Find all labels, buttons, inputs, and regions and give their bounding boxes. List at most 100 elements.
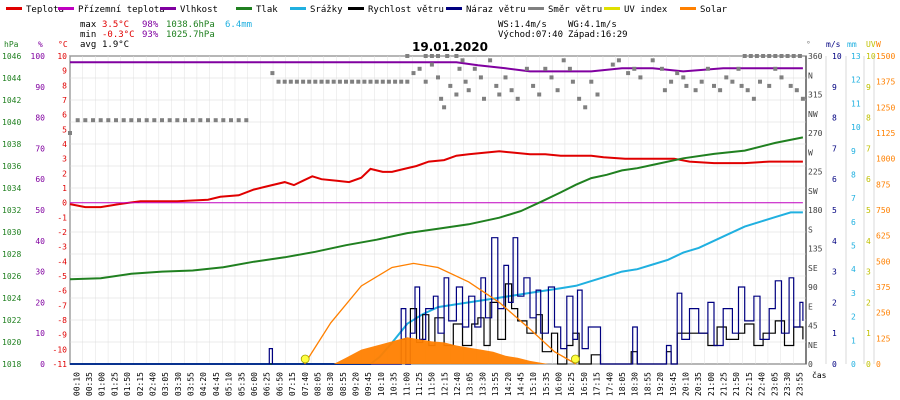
unit-deg: ° (806, 40, 811, 49)
x-tick-label: 17:40 (605, 372, 614, 396)
wind-direction-point (705, 66, 710, 71)
sunrise-marker (300, 354, 310, 364)
wind-direction-point (659, 66, 664, 71)
wind-direction-point (288, 79, 293, 84)
axis-tick-label: 180 (808, 206, 823, 215)
unit-hpa: hPa (4, 40, 19, 49)
wind-direction-point (301, 79, 306, 84)
axis-tick-label: 625 (876, 232, 891, 241)
wind-direction-point (313, 79, 318, 84)
axis-tick-label: 40 (35, 237, 45, 246)
wind-direction-point (736, 66, 741, 71)
series-teplota (69, 150, 803, 209)
wind-direction-point (374, 79, 379, 84)
axis-tick-label: 1020 (2, 338, 21, 347)
x-tick-label: 18:05 (618, 372, 627, 396)
axis-tick-label: 6 (832, 175, 837, 184)
wind-direction-point (515, 96, 520, 101)
x-tick-label: 02:15 (136, 372, 145, 396)
wind-direction-point (724, 75, 729, 80)
x-tick-label: 19:20 (656, 372, 665, 396)
legend-swatch (160, 7, 176, 10)
axis-tick-label: 3 (832, 268, 837, 277)
wind-direction-point (294, 79, 299, 84)
axis-tick-label: 4 (851, 265, 856, 274)
wind-direction-point (344, 79, 348, 84)
axis-tick-label: 10 (57, 52, 67, 61)
wind-direction-point (356, 79, 361, 84)
x-tick-label: 01:00 (98, 372, 107, 396)
x-tick-label: 17:15 (593, 372, 602, 396)
wind-direction-point (244, 118, 249, 123)
axis-tick-label: 2 (851, 313, 856, 322)
wind-direction-point (417, 66, 422, 71)
axes: 1046104410421040103810361034103210301028… (2, 52, 895, 369)
wind-direction-point (175, 118, 180, 123)
wind-direction-point (712, 83, 716, 88)
x-tick-label: 21:00 (707, 372, 716, 396)
stats-max-temp: 3.5°C (102, 20, 129, 30)
axis-tick-label: 750 (876, 206, 891, 215)
axis-tick-label: 11 (851, 99, 861, 108)
x-tick-label: 03:05 (161, 372, 170, 396)
axis-tick-label: 1250 (876, 103, 895, 112)
axis-tick-label: 5 (866, 206, 871, 215)
wind-direction-point (183, 118, 187, 123)
x-tick-label: 21:50 (732, 372, 741, 396)
axis-tick-label: 7 (832, 144, 837, 153)
axis-tick-label: 3 (866, 268, 871, 277)
axis-tick-label: 13 (851, 52, 861, 61)
x-tick-label: 20:10 (681, 372, 690, 396)
x-tick-label: 23:30 (783, 372, 792, 396)
wind-direction-point (773, 66, 778, 71)
x-tick-label: 15:35 (542, 372, 551, 396)
stats-wind-gust: WG:4.1m/s (568, 20, 617, 30)
x-tick-label: 22:40 (758, 372, 767, 396)
wind-direction-point (429, 62, 434, 67)
axis-tick-label: -4 (57, 257, 67, 266)
wind-direction-point (767, 83, 772, 88)
unit-mm: mm (847, 40, 857, 49)
axis-tick-label: SE (808, 264, 818, 273)
series-n-raz-v-tru (70, 237, 804, 365)
wind-direction-point (555, 88, 560, 93)
axis-tick-label: 90 (35, 83, 45, 92)
axis-tick-label: 5 (832, 206, 837, 215)
x-tick-label: 07:15 (288, 372, 297, 396)
x-tick-label: 10:10 (377, 372, 386, 396)
wind-direction-point (129, 118, 134, 123)
wind-direction-point (439, 96, 444, 101)
wind-direction-point (319, 79, 324, 84)
wind-direction-point (524, 66, 529, 71)
wind-direction-point (362, 79, 367, 84)
wind-direction-point (761, 54, 766, 58)
axis-tick-label: 7 (62, 96, 67, 105)
wind-direction-point (699, 79, 704, 84)
axis-tick-label: 80 (35, 114, 45, 123)
axis-tick-label: 10 (35, 329, 45, 338)
axis-tick-label: 9 (851, 147, 856, 156)
wind-direction-point (307, 79, 312, 84)
axis-tick-label: 125 (876, 334, 891, 343)
wind-direction-point (794, 88, 799, 93)
wind-direction-point (669, 79, 674, 84)
wind-direction-point (160, 118, 164, 123)
stats-avg-temp: 1.9°C (102, 40, 129, 50)
axis-tick-label: -2 (57, 228, 67, 237)
axis-tick-label: 1375 (876, 78, 895, 87)
axis-tick-label: 2 (832, 298, 837, 307)
axis-tick-label: -7 (57, 301, 67, 310)
legend-label: UV index (624, 5, 668, 15)
wind-direction-point (445, 54, 450, 58)
axis-tick-label: 3 (62, 155, 67, 164)
wind-direction-point (543, 66, 548, 71)
stats-max-rain: 6.4mm (225, 20, 252, 30)
axis-tick-label: 7 (851, 194, 856, 203)
wind-direction-point (595, 92, 600, 97)
wind-direction-point (380, 79, 385, 84)
axis-tick-label: 1034 (2, 184, 21, 193)
wind-direction-point (152, 118, 157, 123)
axis-tick-label: 1026 (2, 272, 21, 281)
x-tick-label: 11:50 (428, 372, 437, 396)
x-tick-label: 16:00 (555, 372, 564, 396)
